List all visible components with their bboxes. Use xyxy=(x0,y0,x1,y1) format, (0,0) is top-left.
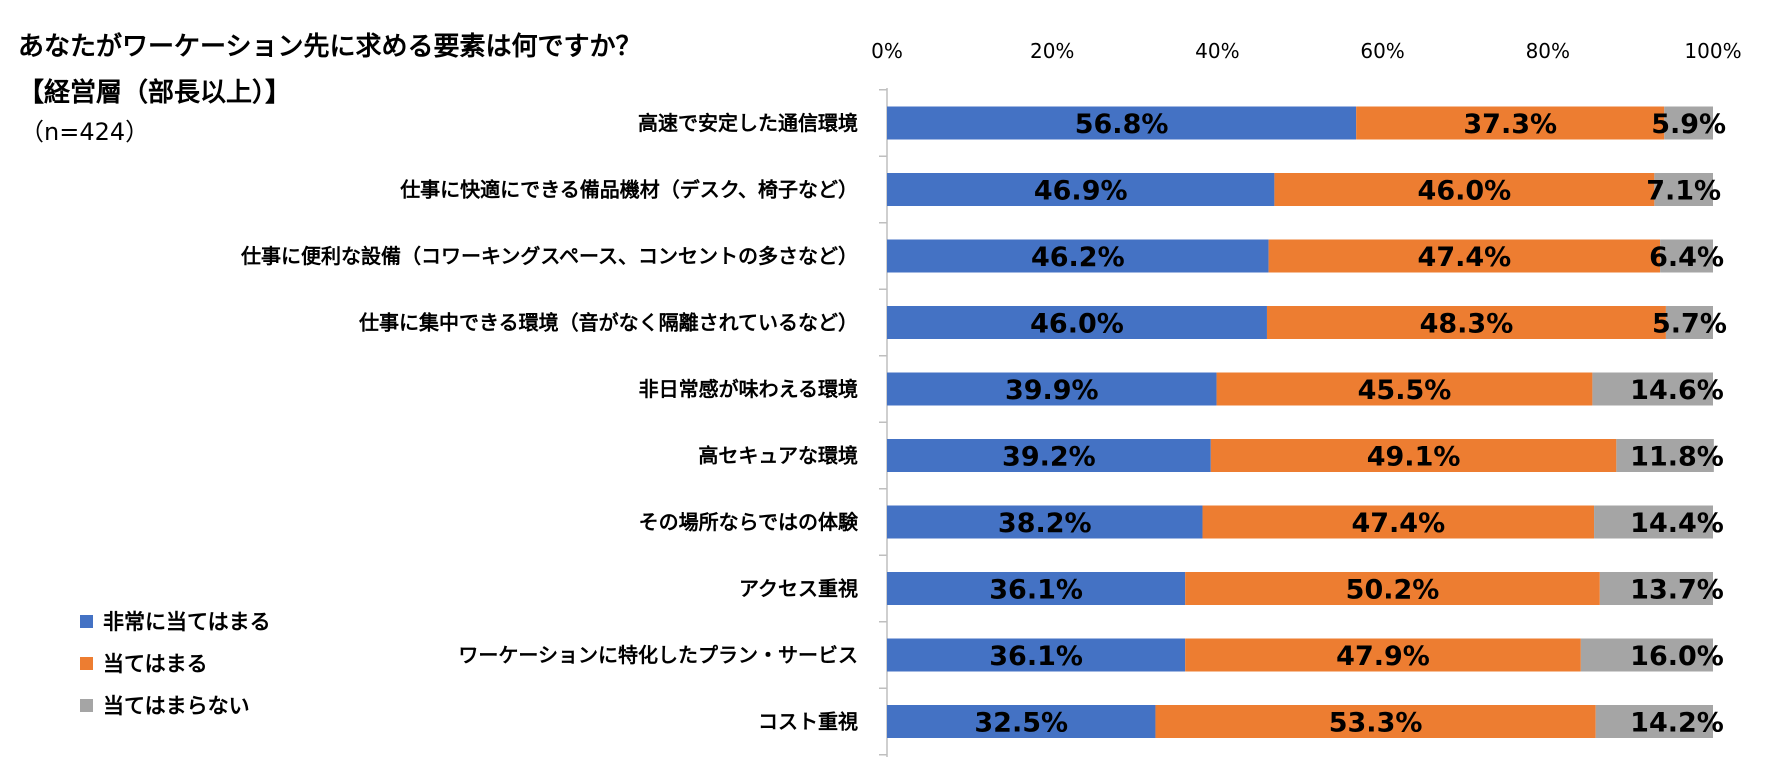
data-label: 50.2% xyxy=(1346,575,1440,606)
category-label: コスト重視 xyxy=(758,710,858,734)
data-label: 56.8% xyxy=(1075,109,1169,140)
bar-segment-not xyxy=(1594,505,1713,539)
bar-segment-applies xyxy=(1274,173,1655,206)
bar-segment-applies xyxy=(1266,306,1666,339)
bar-segment-very xyxy=(887,306,1267,339)
legend-label-very: 非常に当てはまる xyxy=(103,610,271,634)
data-label: 45.5% xyxy=(1358,375,1452,406)
category-label: 高セキュアな環境 xyxy=(698,444,858,468)
legend-swatch-applies xyxy=(80,656,93,670)
bar-segment-not xyxy=(1599,572,1713,605)
data-label: 46.9% xyxy=(1034,176,1128,207)
data-label: 53.3% xyxy=(1329,708,1423,739)
legend-swatch-not xyxy=(80,698,93,712)
bar-segment-applies xyxy=(1185,572,1600,605)
bar-segment-very xyxy=(887,439,1211,472)
bar-segment-not xyxy=(1654,173,1713,206)
data-label: 47.4% xyxy=(1418,242,1512,273)
legend: 非常に当てはまる 当てはまる 当てはまらない xyxy=(80,600,271,726)
bar-segment-very xyxy=(887,572,1186,605)
data-label: 6.4% xyxy=(1649,242,1724,273)
bar-segment-applies xyxy=(1155,705,1596,738)
bar-segment-very xyxy=(887,638,1186,672)
category-label: アクセス重視 xyxy=(739,577,858,601)
bar-segment-not xyxy=(1665,306,1713,339)
legend-label-applies: 当てはまる xyxy=(103,652,208,676)
data-label: 36.1% xyxy=(989,575,1083,606)
x-tick-label: 80% xyxy=(1526,39,1570,63)
bar-segment-very xyxy=(887,372,1217,406)
data-label: 47.4% xyxy=(1351,508,1445,539)
data-label: 36.1% xyxy=(989,641,1083,672)
bar-segment-very xyxy=(887,505,1203,539)
bar-segment-applies xyxy=(1185,638,1581,672)
bar-segment-very xyxy=(887,705,1156,738)
legend-item-applies: 当てはまる xyxy=(80,642,271,684)
legend-swatch-very xyxy=(80,614,93,628)
data-label: 49.1% xyxy=(1367,442,1461,473)
data-label: 48.3% xyxy=(1420,309,1514,340)
data-label: 39.9% xyxy=(1005,375,1099,406)
x-tick-label: 40% xyxy=(1195,39,1239,63)
bar-segment-very xyxy=(887,173,1275,206)
category-label: 仕事に集中できる環境（音がなく隔離されているなど） xyxy=(358,311,858,335)
legend-label-not: 当てはまらない xyxy=(103,694,250,718)
data-label: 16.0% xyxy=(1630,641,1724,672)
data-label: 7.1% xyxy=(1646,176,1721,207)
sample-size: （n=424） xyxy=(20,118,150,146)
data-label: 11.8% xyxy=(1630,442,1724,473)
data-label: 14.2% xyxy=(1630,708,1724,739)
data-label: 46.2% xyxy=(1031,242,1125,273)
bar-segment-applies xyxy=(1202,505,1595,539)
data-label: 38.2% xyxy=(998,508,1092,539)
legend-item-not: 当てはまらない xyxy=(80,684,271,726)
bar-segment-not xyxy=(1660,239,1713,273)
bar-segment-applies xyxy=(1268,239,1661,273)
category-label: ワーケーションに特化したプラン・サービス xyxy=(458,643,858,667)
x-tick-label: 60% xyxy=(1360,39,1404,63)
data-label: 5.7% xyxy=(1652,309,1727,340)
category-label: 仕事に便利な設備（コワーキングスペース、コンセントの多さなど） xyxy=(240,244,858,268)
bar-segment-not xyxy=(1592,372,1713,406)
category-label: 非日常感が味わえる環境 xyxy=(639,377,858,401)
bar-segment-applies xyxy=(1216,372,1593,406)
x-tick-label: 20% xyxy=(1030,39,1074,63)
data-label: 37.3% xyxy=(1463,109,1557,140)
data-label: 13.7% xyxy=(1630,575,1724,606)
x-tick-label: 0% xyxy=(871,39,903,63)
bar-segment-applies xyxy=(1210,439,1617,472)
bar-segment-not xyxy=(1580,638,1713,672)
data-label: 39.2% xyxy=(1002,442,1096,473)
data-label: 5.9% xyxy=(1651,109,1726,140)
data-label: 14.4% xyxy=(1630,508,1724,539)
data-label: 14.6% xyxy=(1630,375,1724,406)
bar-segment-not xyxy=(1664,106,1713,140)
bar-segment-applies xyxy=(1356,106,1665,140)
bar-segment-very xyxy=(887,239,1269,273)
data-label: 47.9% xyxy=(1336,641,1430,672)
chart-title: あなたがワーケーション先に求める要素は何ですか？ xyxy=(18,32,642,62)
category-label: 高速で安定した通信環境 xyxy=(638,111,858,135)
category-label: その場所ならではの体験 xyxy=(639,510,859,534)
bar-segment-very xyxy=(887,106,1357,140)
legend-item-very: 非常に当てはまる xyxy=(80,600,271,642)
x-tick-label: 100% xyxy=(1684,39,1741,63)
data-label: 46.0% xyxy=(1418,176,1512,207)
data-label: 46.0% xyxy=(1030,309,1124,340)
chart-subtitle: 【経営層（部長以上）】 xyxy=(18,78,292,108)
bar-segment-not xyxy=(1595,705,1713,738)
bar-segment-not xyxy=(1616,439,1714,472)
category-label: 仕事に快適にできる備品機材（デスク、椅子など） xyxy=(399,178,858,202)
data-label: 32.5% xyxy=(974,708,1068,739)
